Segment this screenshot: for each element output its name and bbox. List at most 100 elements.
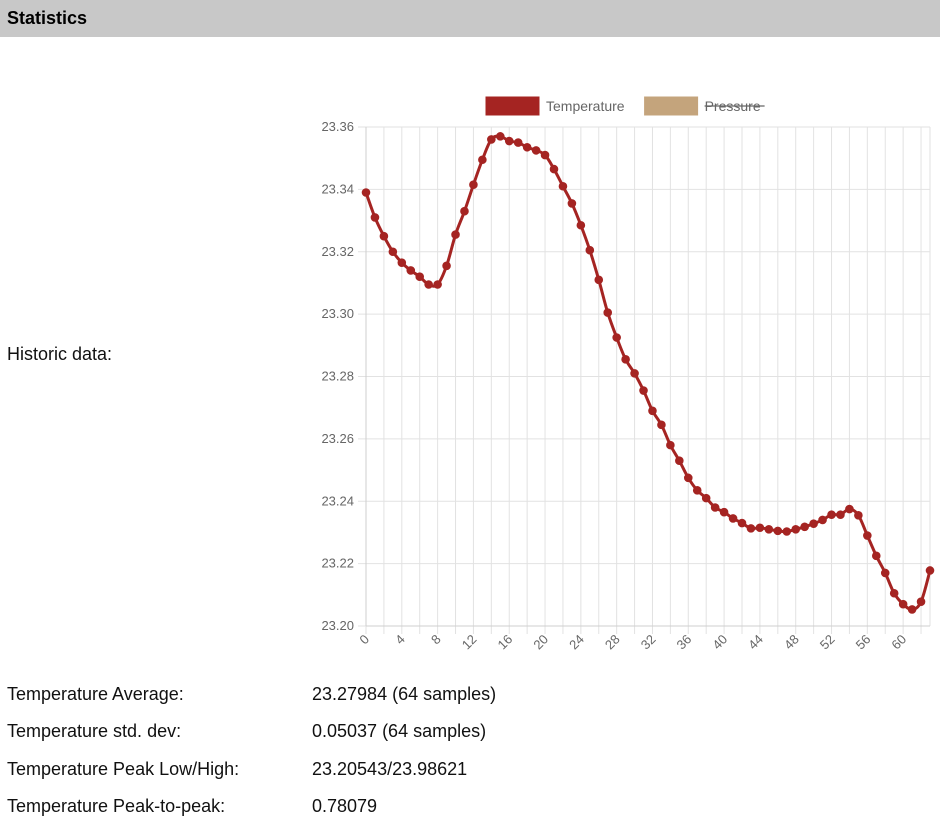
legend-swatch-pressure xyxy=(644,96,699,116)
data-point xyxy=(433,280,442,289)
data-point xyxy=(845,504,854,514)
historic-data-label: Historic data: xyxy=(7,344,113,364)
data-point xyxy=(863,531,872,540)
data-point xyxy=(424,280,433,289)
data-point xyxy=(737,518,747,528)
data-point xyxy=(782,527,792,536)
data-point xyxy=(683,473,693,483)
data-point xyxy=(460,206,469,216)
data-point xyxy=(639,386,648,395)
data-point xyxy=(504,136,514,146)
stat-label-peak-to-peak: Temperature Peak-to-peak: xyxy=(7,796,226,816)
data-point xyxy=(585,245,595,255)
x-tick-label: 48 xyxy=(781,632,802,653)
data-point xyxy=(612,333,621,342)
data-point xyxy=(692,486,702,495)
x-tick-label: 28 xyxy=(602,632,623,653)
data-point xyxy=(907,605,917,614)
data-point xyxy=(755,523,765,533)
data-point xyxy=(370,213,380,222)
data-point xyxy=(854,510,863,520)
y-tick-label: 23.34 xyxy=(321,181,354,196)
data-point xyxy=(880,568,890,578)
data-point xyxy=(871,551,881,561)
data-point xyxy=(397,258,407,267)
data-point xyxy=(800,522,809,532)
x-tick-label: 16 xyxy=(495,632,516,653)
data-point xyxy=(648,406,657,416)
data-point xyxy=(361,188,371,197)
x-tick-label: 0 xyxy=(356,632,372,648)
x-tick-label: 24 xyxy=(566,632,587,653)
data-point xyxy=(451,230,460,239)
data-point xyxy=(916,597,926,606)
x-tick-label: 40 xyxy=(709,632,730,653)
data-point xyxy=(576,220,586,230)
data-point xyxy=(666,440,675,450)
y-tick-label: 23.26 xyxy=(321,431,354,446)
x-tick-label: 20 xyxy=(530,632,551,653)
x-tick-label: 56 xyxy=(853,632,874,653)
data-point xyxy=(657,420,666,430)
data-point xyxy=(773,526,783,536)
data-point xyxy=(379,231,389,241)
stat-value-peak-low-high: 23.20543/23.98621 xyxy=(312,759,468,779)
data-point xyxy=(675,456,684,466)
data-point xyxy=(478,155,487,165)
data-point xyxy=(487,135,496,144)
data-point xyxy=(898,599,908,609)
series-line-temperature xyxy=(364,134,932,611)
stat-value-peak-to-peak: 0.78079 xyxy=(312,796,378,816)
stat-label-peak-low-high: Temperature Peak Low/High: xyxy=(7,759,240,779)
data-point xyxy=(719,507,729,517)
x-tick-label: 8 xyxy=(428,632,444,648)
temperature-chart: 23.20 23.22 23.24 23.26 23.28 23.30 23.32 23.34… xyxy=(321,96,935,653)
legend-swatch-temperature xyxy=(485,96,540,116)
data-point xyxy=(809,519,818,529)
y-tick-label: 23.32 xyxy=(321,244,354,259)
data-point xyxy=(495,132,505,141)
stat-label-stddev: Temperature std. dev: xyxy=(7,721,182,741)
y-tick-label: 23.36 xyxy=(321,119,354,134)
statistics-header: Statistics xyxy=(0,0,940,37)
data-point xyxy=(594,275,604,285)
x-tick-label: 4 xyxy=(392,632,408,648)
data-point xyxy=(513,138,523,147)
data-point xyxy=(701,493,711,503)
data-point xyxy=(540,150,550,160)
data-point xyxy=(827,510,836,519)
y-tick-label: 23.30 xyxy=(321,306,354,321)
data-point xyxy=(889,588,899,598)
legend-label-temperature: Temperature xyxy=(546,98,625,114)
data-point xyxy=(836,510,845,519)
stat-label-average: Temperature Average: xyxy=(7,684,184,704)
data-point xyxy=(603,308,613,317)
data-point xyxy=(406,266,416,275)
data-point xyxy=(558,181,568,191)
y-tick-label: 23.24 xyxy=(321,493,354,508)
data-point xyxy=(746,524,756,533)
data-point xyxy=(549,164,559,174)
data-point xyxy=(710,503,720,512)
data-point xyxy=(728,514,738,523)
x-tick-label: 32 xyxy=(638,632,659,653)
y-tick-label: 23.22 xyxy=(321,556,354,571)
data-point xyxy=(764,525,774,534)
y-tick-label: 23.20 xyxy=(321,618,354,633)
data-point xyxy=(791,525,801,534)
data-point xyxy=(415,272,425,281)
data-point xyxy=(531,146,541,155)
data-point xyxy=(388,247,398,257)
data-point xyxy=(621,355,630,364)
stat-value-stddev: 0.05037 (64 samples) xyxy=(312,721,487,741)
data-point xyxy=(630,369,639,378)
x-tick-label: 12 xyxy=(459,632,480,653)
data-point xyxy=(469,180,478,189)
data-point xyxy=(522,142,532,152)
x-tick-label: 52 xyxy=(817,632,838,653)
page-title: Statistics xyxy=(7,8,88,28)
x-tick-label: 36 xyxy=(674,632,695,653)
data-point xyxy=(442,261,451,271)
x-tick-label: 60 xyxy=(888,632,909,653)
stat-value-average: 23.27984 (64 samples) xyxy=(312,684,497,704)
